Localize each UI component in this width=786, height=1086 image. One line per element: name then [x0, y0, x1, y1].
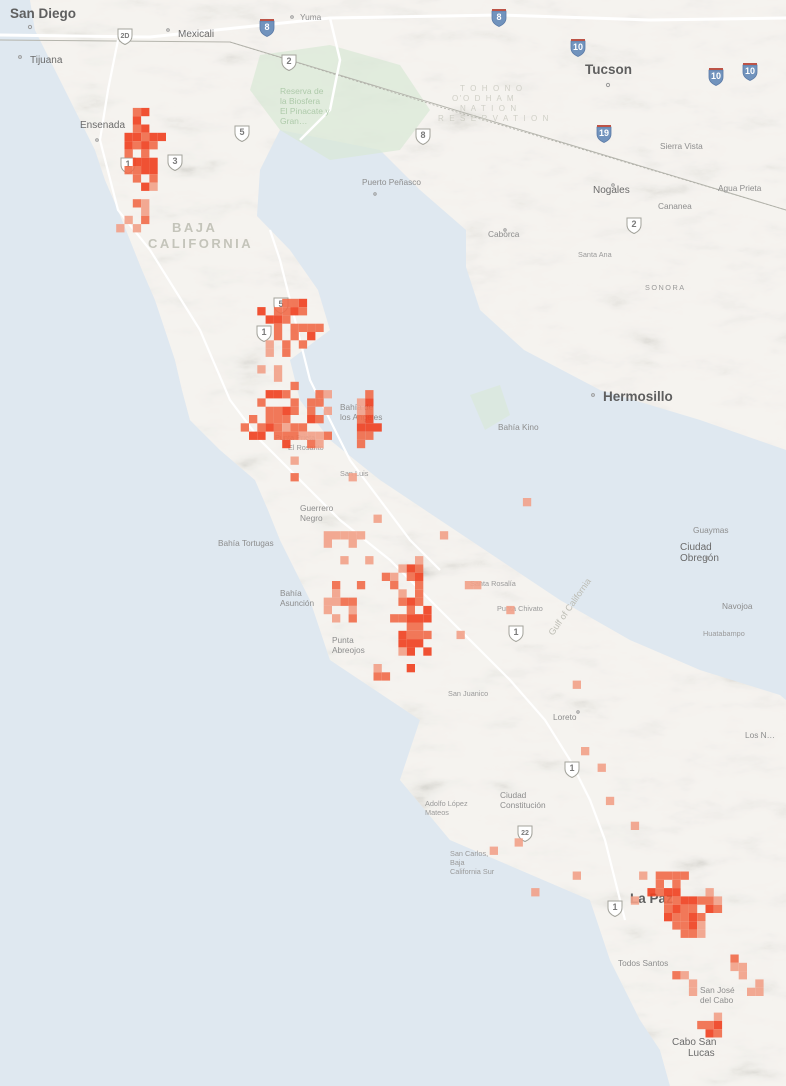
svg-text:Hermosillo: Hermosillo [603, 389, 673, 404]
svg-text:Punta Chivato: Punta Chivato [497, 604, 543, 613]
svg-text:Guaymas: Guaymas [693, 525, 729, 535]
svg-text:BAJA: BAJA [172, 220, 217, 235]
svg-text:Adolfo López: Adolfo López [425, 799, 468, 808]
svg-text:Nogales: Nogales [593, 185, 630, 196]
svg-text:Cananea: Cananea [658, 201, 692, 211]
svg-text:Bahía Tortugas: Bahía Tortugas [218, 538, 274, 548]
svg-text:Reserva de: Reserva de [280, 86, 324, 96]
svg-text:R E S E R V A T I O N: R E S E R V A T I O N [438, 114, 550, 123]
svg-text:El Pinacate y: El Pinacate y [280, 106, 330, 116]
svg-text:8: 8 [420, 130, 425, 140]
svg-text:San Juanico: San Juanico [448, 689, 488, 698]
svg-text:Negro: Negro [300, 513, 323, 523]
svg-text:1: 1 [612, 902, 617, 912]
svg-text:California Sur: California Sur [450, 867, 495, 876]
svg-text:Loreto: Loreto [553, 712, 577, 722]
svg-text:3: 3 [172, 156, 177, 166]
svg-text:Bahía Kino: Bahía Kino [498, 422, 539, 432]
svg-text:Huatabampo: Huatabampo [703, 629, 745, 638]
svg-text:del Cabo: del Cabo [700, 995, 734, 1005]
svg-text:San Carlos,: San Carlos, [450, 849, 488, 858]
svg-text:19: 19 [599, 128, 609, 138]
svg-text:2: 2 [631, 219, 636, 229]
svg-text:Bahía: Bahía [280, 588, 302, 598]
svg-text:10: 10 [711, 71, 721, 81]
svg-text:Punta: Punta [332, 635, 354, 645]
svg-text:N A T I O N: N A T I O N [460, 104, 518, 113]
svg-text:T O H O N O: T O H O N O [460, 84, 524, 93]
svg-text:Obregón: Obregón [680, 553, 719, 564]
svg-text:Los N…: Los N… [745, 730, 775, 740]
svg-text:1: 1 [261, 327, 266, 337]
svg-text:Ciudad: Ciudad [680, 542, 712, 553]
svg-text:Mexicali: Mexicali [178, 29, 214, 40]
svg-text:Mateos: Mateos [425, 808, 449, 817]
svg-text:Asunción: Asunción [280, 598, 315, 608]
svg-text:8: 8 [496, 12, 501, 22]
svg-text:O'O D H A M: O'O D H A M [452, 94, 515, 103]
svg-text:10: 10 [745, 66, 755, 76]
svg-text:Sierra Vista: Sierra Vista [660, 141, 703, 151]
svg-text:SONORA: SONORA [645, 283, 686, 292]
svg-text:Constitución: Constitución [500, 800, 546, 810]
svg-text:Tijuana: Tijuana [30, 55, 63, 66]
svg-text:San Diego: San Diego [10, 6, 76, 21]
svg-text:5: 5 [239, 127, 244, 137]
svg-text:Navojoa: Navojoa [722, 601, 753, 611]
svg-text:Puerto Peñasco: Puerto Peñasco [362, 177, 421, 187]
svg-text:Lucas: Lucas [688, 1048, 715, 1059]
svg-text:Baja: Baja [450, 858, 466, 867]
svg-text:CALIFORNIA: CALIFORNIA [148, 236, 253, 251]
svg-text:Cabo San: Cabo San [672, 1037, 716, 1048]
svg-text:10: 10 [573, 42, 583, 52]
svg-text:Yuma: Yuma [300, 12, 322, 22]
svg-text:1: 1 [569, 763, 574, 773]
svg-text:la Biosfera: la Biosfera [280, 96, 320, 106]
svg-text:2D: 2D [121, 33, 130, 40]
svg-text:Agua Prieta: Agua Prieta [718, 183, 762, 193]
svg-text:San José: San José [700, 985, 735, 995]
svg-text:Ciudad: Ciudad [500, 790, 527, 800]
svg-text:Santa Ana: Santa Ana [578, 250, 613, 259]
svg-text:2: 2 [286, 56, 291, 66]
svg-text:Guerrero: Guerrero [300, 503, 334, 513]
svg-text:Todos Santos: Todos Santos [618, 958, 668, 968]
svg-text:8: 8 [264, 22, 269, 32]
svg-text:1: 1 [513, 627, 518, 637]
svg-text:Gran…: Gran… [280, 116, 307, 126]
svg-text:Abreojos: Abreojos [332, 645, 365, 655]
svg-text:Ensenada: Ensenada [80, 120, 125, 131]
svg-text:Tucson: Tucson [585, 62, 632, 77]
svg-text:22: 22 [521, 830, 529, 837]
